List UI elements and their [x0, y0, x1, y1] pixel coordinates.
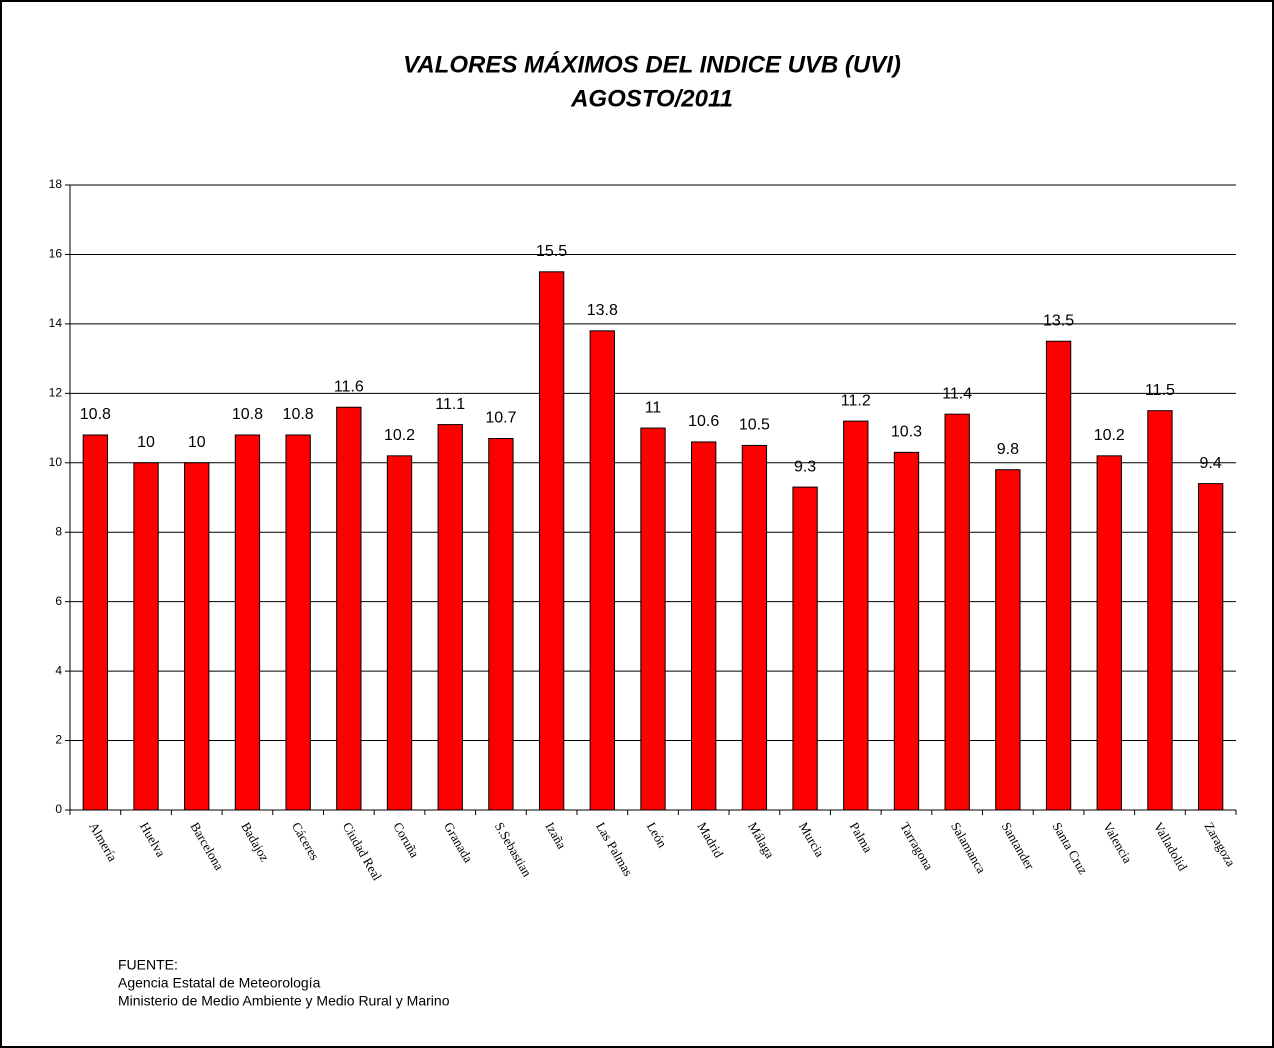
- bar: [82, 434, 109, 811]
- data-label: 9.4: [1200, 455, 1222, 472]
- data-label: 15.5: [536, 243, 567, 260]
- bar: [1147, 410, 1173, 811]
- data-label: 11.5: [1145, 382, 1175, 399]
- bar: [538, 271, 565, 811]
- y-tick-label: 18: [49, 177, 63, 191]
- source-text: FUENTE:: [118, 957, 178, 973]
- bar: [133, 462, 159, 811]
- bar: [234, 434, 261, 811]
- bar: [691, 441, 717, 811]
- bar: [944, 413, 970, 811]
- data-label: 10.5: [739, 417, 770, 434]
- data-label: 10.7: [485, 410, 516, 427]
- y-tick-label: 2: [55, 733, 62, 747]
- y-tick-label: 6: [55, 594, 62, 608]
- data-label: 9.8: [997, 441, 1019, 458]
- data-label: 13.8: [587, 302, 618, 319]
- bar: [589, 330, 615, 811]
- bar: [995, 469, 1021, 811]
- data-label: 11: [645, 399, 662, 416]
- data-label: 11.1: [435, 396, 465, 413]
- y-tick-label: 12: [49, 386, 63, 400]
- data-label: 11.6: [334, 378, 364, 395]
- bar: [285, 434, 311, 811]
- bar: [1197, 483, 1224, 811]
- data-label: 10.2: [384, 427, 415, 444]
- data-label: 9.3: [794, 458, 816, 475]
- bar: [741, 444, 768, 811]
- data-label: 11.4: [942, 385, 972, 402]
- y-tick-label: 0: [55, 802, 62, 816]
- bar: [488, 437, 514, 811]
- bar: [1045, 340, 1072, 811]
- bar: [1096, 455, 1122, 811]
- data-label: 10: [137, 434, 155, 451]
- source-text: Ministerio de Medio Ambiente y Medio Rur…: [118, 993, 450, 1009]
- data-label: 10.6: [688, 413, 719, 430]
- data-label: 10.2: [1094, 427, 1125, 444]
- bar: [184, 462, 210, 811]
- source-text: Agencia Estatal de Meteorología: [118, 975, 321, 991]
- bar: [437, 424, 463, 811]
- data-label: 10.8: [283, 406, 314, 423]
- data-label: 10.3: [891, 424, 922, 441]
- y-tick-label: 14: [49, 316, 63, 330]
- chart-subtitle: AGOSTO/2011: [570, 85, 733, 112]
- data-label: 10.8: [80, 406, 111, 423]
- bar: [893, 451, 920, 811]
- bar: [792, 486, 818, 811]
- chart-title: VALORES MÁXIMOS DEL INDICE UVB (UVI): [403, 50, 901, 78]
- bar: [386, 455, 413, 811]
- data-label: 10: [188, 434, 206, 451]
- data-label: 13.5: [1043, 312, 1074, 329]
- data-label: 10.8: [232, 406, 263, 423]
- bar: [640, 427, 666, 811]
- y-tick-label: 4: [55, 663, 62, 677]
- y-tick-label: 16: [49, 247, 63, 261]
- data-label: 11.2: [841, 392, 871, 409]
- y-tick-label: 10: [49, 455, 63, 469]
- bar: [336, 406, 362, 811]
- bar: [843, 420, 869, 811]
- y-tick-label: 8: [55, 524, 62, 538]
